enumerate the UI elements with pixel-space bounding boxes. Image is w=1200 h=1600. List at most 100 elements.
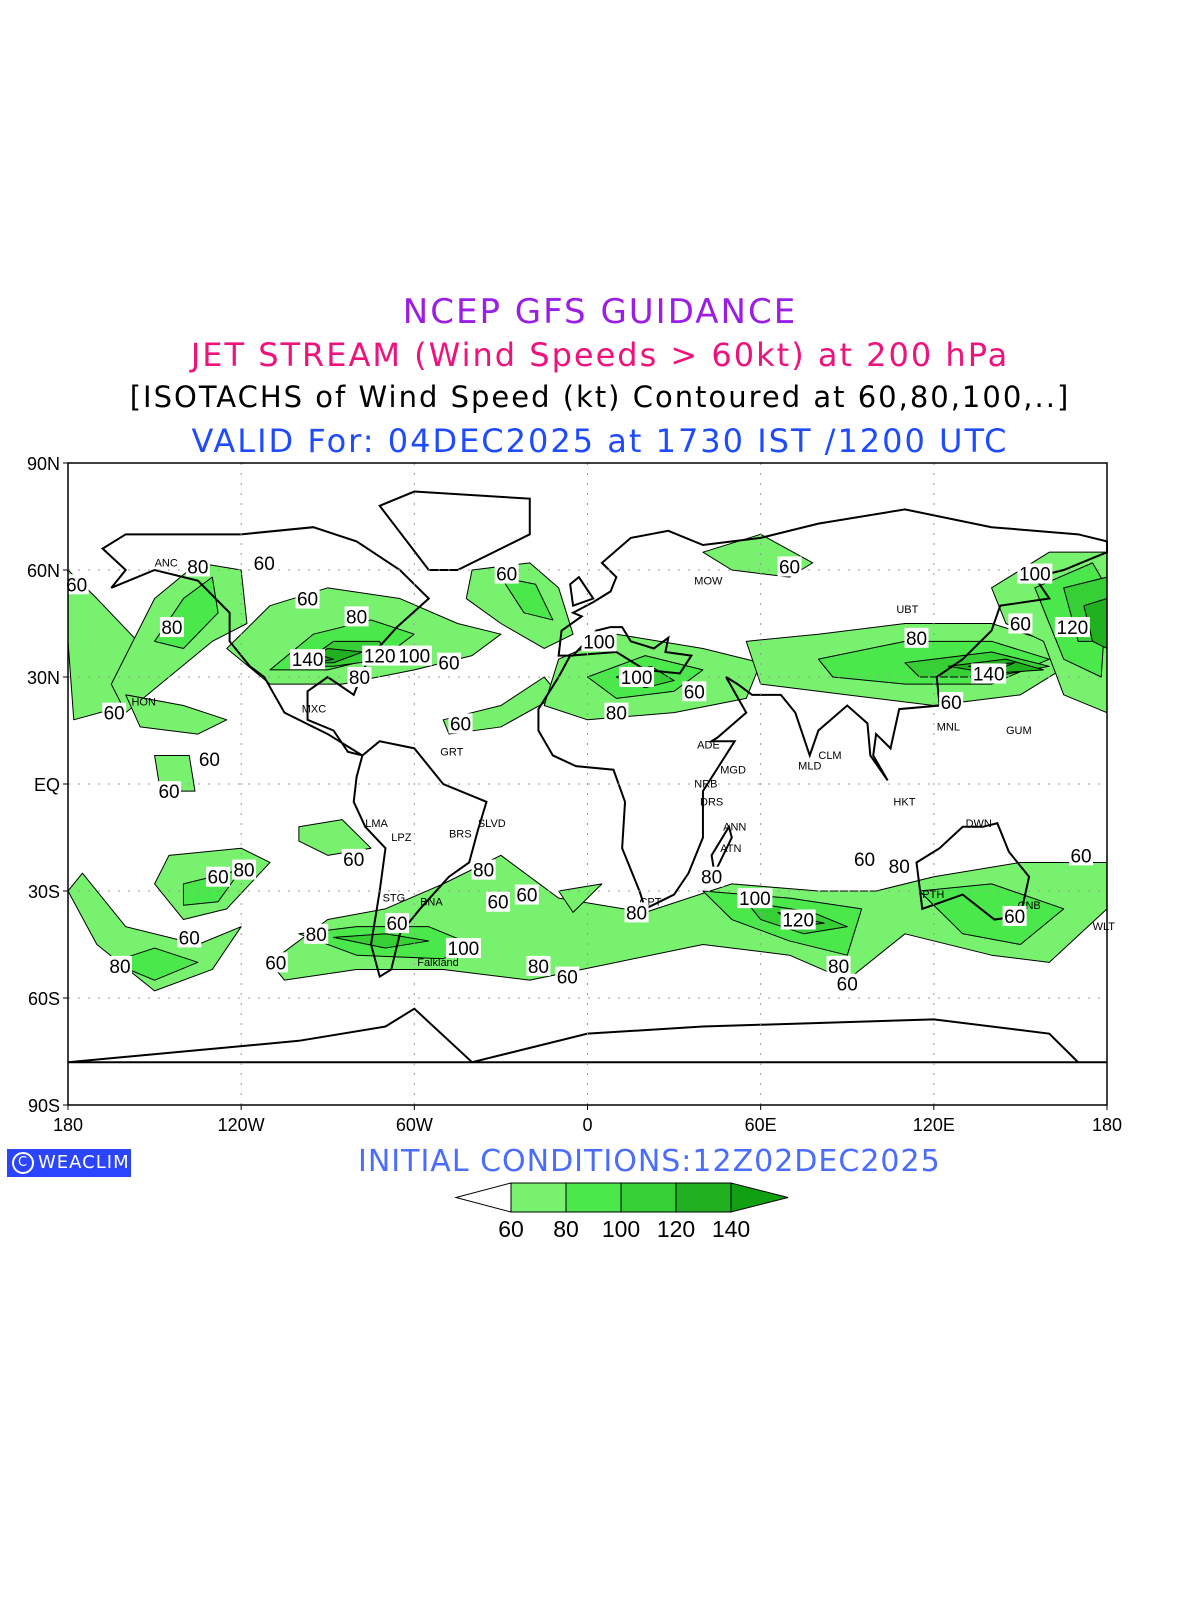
contour-label-bg (1002, 905, 1027, 926)
contour-label: 60 (1002, 905, 1027, 928)
contour-label-bg (344, 606, 369, 627)
contour-label-bg (581, 631, 617, 652)
station-label: Falkland (417, 957, 459, 969)
station-label: MXC (302, 704, 327, 716)
contour-label-text: 60 (208, 868, 229, 889)
contour-label: 80 (526, 955, 551, 978)
contour-label: 80 (159, 617, 184, 639)
contour-label-text: 60 (941, 693, 962, 714)
coastline (100, 526, 431, 757)
contour-label-bg (887, 856, 912, 877)
contour-label-bg (604, 702, 629, 723)
contour-label-text: 100 (739, 889, 771, 910)
jet-region-60 (125, 694, 228, 735)
contour-label-bg (1017, 563, 1053, 584)
contour-label-bg (436, 652, 461, 673)
contour-label-bg (1069, 845, 1094, 866)
contour-label-text: 100 (621, 668, 653, 689)
contour-label: 60 (939, 691, 964, 714)
jet-region-80 (500, 576, 554, 621)
lon-tick-label: 120W (218, 1115, 265, 1135)
contour-label-text: 140 (973, 664, 1005, 685)
contour-label-text: 80 (528, 957, 549, 978)
station-label: MOW (694, 575, 723, 587)
contour-label-text: 60 (1070, 846, 1091, 867)
contour-label: 80 (185, 556, 210, 578)
legend-swatch (565, 1182, 622, 1213)
station-label: SLVD (478, 818, 506, 830)
contour-label-text: 60 (487, 893, 508, 914)
contour-label-bg (206, 866, 231, 887)
contour-label-bg (304, 923, 329, 944)
contour-label: 120 (780, 909, 816, 932)
contour-label: 80 (107, 955, 132, 978)
station-label: LPZ (391, 832, 411, 844)
station-label: BNA (420, 896, 443, 908)
lat-tick-label: 30S (28, 882, 60, 902)
contour-label-text: 60 (496, 565, 517, 586)
contour-label-bg (362, 645, 398, 666)
contour-label-bg (682, 681, 707, 702)
logo-text: WEACLIM (38, 1152, 130, 1173)
contour-label-bg (780, 909, 816, 930)
contour-label: 100 (581, 631, 617, 653)
contour-label: 60 (1008, 613, 1033, 636)
contour-label: 80 (699, 866, 724, 889)
station-label: BRS (449, 829, 472, 841)
lat-tick-label: 60N (27, 561, 60, 581)
contour-label: 60 (835, 973, 860, 996)
jet-region-100 (333, 933, 430, 949)
contour-label-bg (341, 848, 366, 869)
contour-label-text: 80 (349, 668, 370, 689)
contour-label: 80 (604, 702, 629, 725)
gridlines (68, 463, 1107, 1105)
contour-label-text: 60 (386, 914, 407, 935)
contour-label-text: 80 (626, 903, 647, 924)
legend-swatch-below-60 (454, 1182, 512, 1213)
legend-swatch (620, 1182, 677, 1213)
contour-label-bg (385, 913, 410, 934)
contour-label: 60 (263, 952, 288, 974)
contour-label-text: 100 (583, 632, 615, 653)
contour-label: 80 (887, 856, 912, 878)
contour-label: 100 (396, 645, 432, 668)
weaclim-logo: C WEACLIM (7, 1149, 131, 1177)
contour-label: 60 (102, 702, 127, 725)
contour-label-bg (102, 702, 127, 723)
coastline (537, 508, 1108, 911)
contour-label-bg (396, 645, 432, 666)
contour-label-bg (526, 955, 551, 976)
contour-label-bg (232, 859, 257, 880)
contour-label-text: 80 (161, 618, 182, 639)
contour-label-text: 60 (438, 654, 459, 675)
coastline (378, 490, 531, 571)
contour-label-bg (835, 973, 860, 994)
contour-label-bg (107, 955, 132, 976)
contour-label-text: 60 (854, 850, 875, 871)
contour-label: 100 (619, 667, 655, 689)
contour-label-text: 100 (1019, 565, 1051, 586)
station-label: CLM (818, 750, 841, 762)
coastline (352, 740, 488, 979)
contour-label: 100 (445, 938, 481, 960)
contour-label-text: 60 (199, 750, 220, 771)
contour-label-bg (159, 617, 184, 638)
contour-label: 100 (1017, 563, 1053, 586)
jet-region-80 (918, 883, 1065, 945)
contour-label-bg (1008, 613, 1033, 634)
lon-tick-label: 180 (1092, 1115, 1122, 1135)
contour-label-text: 80 (346, 607, 367, 628)
contour-label-bg (157, 781, 182, 802)
contour-label: 120 (1054, 617, 1090, 639)
contour-label: 60 (206, 866, 231, 889)
contour-label-text: 80 (187, 557, 208, 578)
contour-label: 80 (624, 902, 649, 924)
contour-label-bg (252, 552, 277, 573)
lat-tick-label: 60S (28, 989, 60, 1009)
contour-label-text: 60 (684, 682, 705, 703)
station-label: HKT (893, 796, 915, 808)
contour-label-bg (826, 955, 851, 976)
station-label: ANC (155, 557, 178, 569)
